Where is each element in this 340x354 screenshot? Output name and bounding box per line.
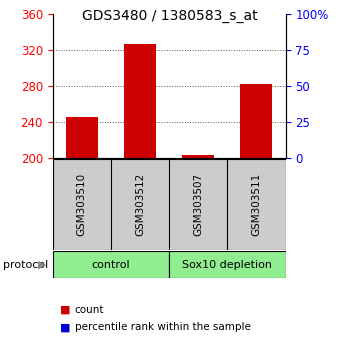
- Text: GDS3480 / 1380583_s_at: GDS3480 / 1380583_s_at: [82, 9, 258, 23]
- Bar: [182, 155, 214, 158]
- Bar: [66, 117, 98, 158]
- Text: Sox10 depletion: Sox10 depletion: [182, 259, 272, 270]
- Bar: [124, 44, 156, 158]
- Text: count: count: [75, 305, 104, 315]
- Text: ■: ■: [59, 322, 70, 332]
- Text: control: control: [91, 259, 130, 270]
- Text: percentile rank within the sample: percentile rank within the sample: [75, 322, 251, 332]
- Text: ■: ■: [59, 305, 70, 315]
- Text: ▶: ▶: [38, 259, 47, 270]
- Text: GSM303512: GSM303512: [135, 173, 145, 236]
- Bar: [169, 251, 286, 278]
- Text: protocol: protocol: [3, 259, 49, 270]
- Bar: [53, 251, 169, 278]
- Bar: [240, 84, 272, 158]
- Text: GSM303510: GSM303510: [77, 173, 87, 236]
- Text: GSM303507: GSM303507: [193, 173, 203, 236]
- Text: GSM303511: GSM303511: [252, 173, 261, 236]
